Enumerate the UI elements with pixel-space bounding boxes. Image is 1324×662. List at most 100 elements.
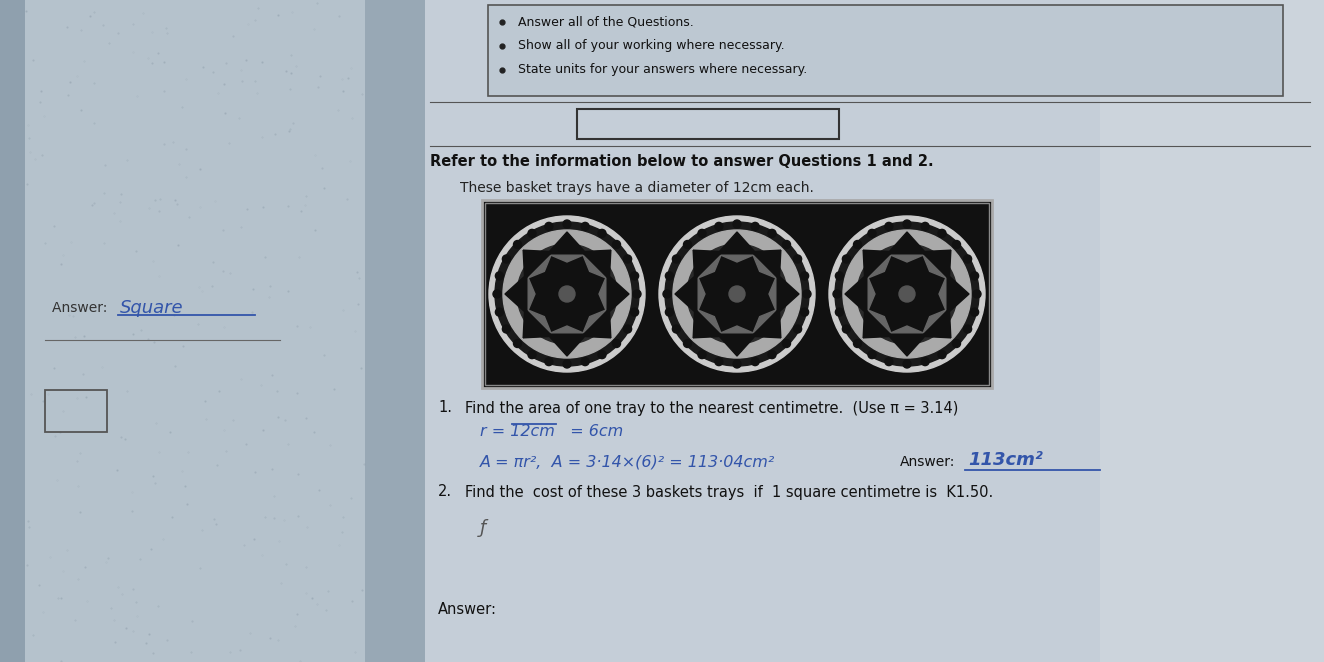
- Polygon shape: [863, 294, 907, 356]
- Polygon shape: [567, 232, 610, 294]
- Polygon shape: [769, 278, 776, 310]
- Circle shape: [970, 272, 978, 280]
- Polygon shape: [722, 255, 753, 262]
- Polygon shape: [583, 310, 606, 333]
- Polygon shape: [722, 326, 753, 333]
- Bar: [1100, 0, 1324, 662]
- Circle shape: [723, 280, 751, 308]
- Circle shape: [899, 286, 915, 302]
- Circle shape: [559, 286, 575, 302]
- Circle shape: [869, 351, 876, 359]
- Polygon shape: [907, 250, 969, 294]
- Circle shape: [751, 357, 759, 365]
- Text: Answer:: Answer:: [438, 602, 496, 618]
- Polygon shape: [869, 278, 875, 310]
- Polygon shape: [891, 255, 923, 262]
- Circle shape: [865, 252, 949, 336]
- Circle shape: [892, 280, 922, 308]
- Polygon shape: [891, 326, 923, 333]
- Circle shape: [683, 340, 691, 348]
- Circle shape: [833, 290, 841, 298]
- Polygon shape: [523, 232, 567, 294]
- Polygon shape: [907, 294, 951, 356]
- Polygon shape: [845, 294, 907, 338]
- Circle shape: [673, 325, 681, 333]
- Circle shape: [801, 308, 809, 316]
- Polygon shape: [869, 255, 891, 278]
- Polygon shape: [675, 250, 737, 294]
- Circle shape: [854, 340, 862, 348]
- Circle shape: [687, 244, 786, 344]
- Polygon shape: [598, 278, 606, 310]
- Circle shape: [884, 357, 892, 365]
- Circle shape: [869, 229, 876, 238]
- Polygon shape: [907, 232, 951, 294]
- Circle shape: [598, 351, 606, 359]
- Circle shape: [842, 255, 850, 263]
- Circle shape: [503, 230, 632, 358]
- Polygon shape: [869, 310, 891, 333]
- Text: Refer to the information below to answer Questions 1 and 2.: Refer to the information below to answer…: [430, 154, 933, 169]
- Bar: [0, 0, 395, 662]
- Text: Find the area of one tray to the nearest centimetre.  (Use π = 3.14): Find the area of one tray to the nearest…: [465, 401, 959, 416]
- Polygon shape: [923, 255, 945, 278]
- FancyBboxPatch shape: [577, 109, 839, 139]
- Polygon shape: [523, 294, 567, 356]
- Text: Square: Square: [120, 299, 184, 317]
- Circle shape: [633, 290, 641, 298]
- Polygon shape: [528, 278, 535, 310]
- Circle shape: [663, 290, 671, 298]
- Circle shape: [489, 216, 645, 372]
- Circle shape: [665, 222, 809, 366]
- Circle shape: [493, 290, 500, 298]
- Text: REFERENCE: TOPIC 3   PNG ART: REFERENCE: TOPIC 3 PNG ART: [591, 117, 825, 130]
- Circle shape: [937, 351, 947, 359]
- Polygon shape: [737, 250, 798, 294]
- Circle shape: [516, 244, 617, 344]
- Text: Find the  cost of these 3 baskets trays  if  1 square centimetre is  K1.50.: Find the cost of these 3 baskets trays i…: [465, 485, 993, 500]
- Circle shape: [630, 272, 638, 280]
- Circle shape: [715, 222, 723, 230]
- Circle shape: [528, 351, 536, 359]
- Circle shape: [733, 360, 741, 368]
- Polygon shape: [694, 232, 737, 294]
- Polygon shape: [939, 278, 945, 310]
- Circle shape: [514, 340, 522, 348]
- Circle shape: [514, 240, 522, 248]
- Circle shape: [526, 252, 609, 336]
- Circle shape: [801, 272, 809, 280]
- Polygon shape: [567, 250, 629, 294]
- Text: Answer:: Answer:: [52, 301, 111, 315]
- Circle shape: [545, 222, 553, 230]
- Polygon shape: [504, 294, 567, 338]
- Text: A = πr²,  A = 3·14×(6)² = 113·04cm²: A = πr², A = 3·14×(6)² = 113·04cm²: [481, 455, 776, 469]
- Bar: [482, 200, 992, 388]
- Circle shape: [545, 357, 553, 365]
- Circle shape: [528, 229, 536, 238]
- Circle shape: [581, 222, 589, 230]
- Circle shape: [624, 325, 632, 333]
- Circle shape: [970, 308, 978, 316]
- Circle shape: [922, 357, 929, 365]
- Text: Show all of your working where necessary.: Show all of your working where necessary…: [518, 40, 785, 52]
- Circle shape: [782, 340, 790, 348]
- Circle shape: [835, 272, 843, 280]
- Circle shape: [903, 220, 911, 228]
- Circle shape: [659, 216, 816, 372]
- Circle shape: [630, 308, 638, 316]
- Polygon shape: [753, 310, 776, 333]
- Circle shape: [922, 222, 929, 230]
- Text: ƒ: ƒ: [481, 519, 486, 537]
- Polygon shape: [737, 294, 798, 338]
- Circle shape: [751, 222, 759, 230]
- Polygon shape: [528, 255, 551, 278]
- Circle shape: [964, 255, 972, 263]
- Bar: [395, 0, 1324, 662]
- Polygon shape: [737, 294, 781, 356]
- Circle shape: [730, 286, 745, 302]
- Circle shape: [666, 272, 674, 280]
- Circle shape: [733, 220, 741, 228]
- Polygon shape: [698, 310, 722, 333]
- Polygon shape: [504, 250, 567, 294]
- Circle shape: [495, 222, 639, 366]
